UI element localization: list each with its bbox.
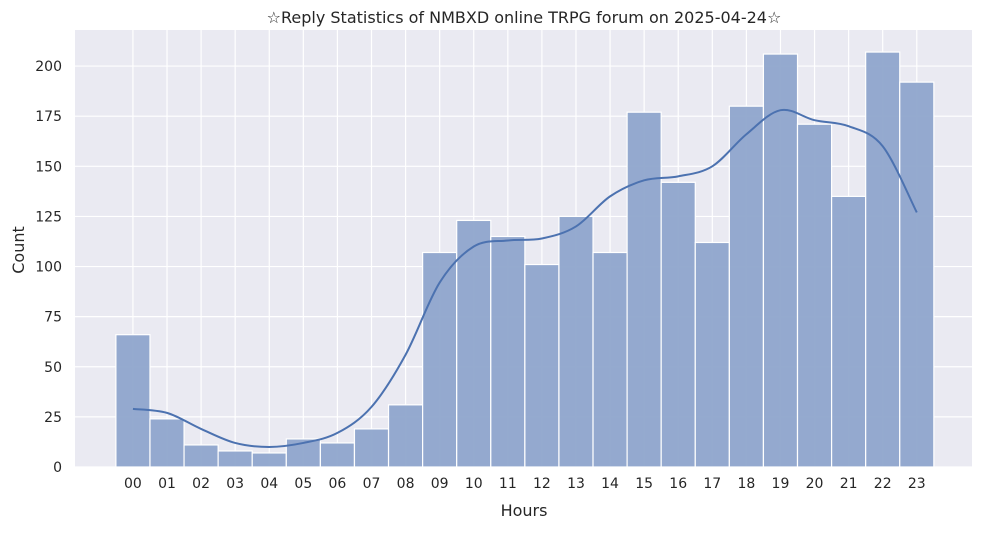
x-tick-label: 23 [908, 476, 926, 492]
x-tick-label: 18 [737, 476, 755, 492]
bars [115, 51, 935, 468]
y-tick-label: 150 [35, 159, 62, 175]
x-axis-label: Hours [501, 501, 548, 520]
x-tick-label: 16 [669, 476, 687, 492]
bar-hour-15 [626, 111, 662, 468]
bar-hour-22 [865, 51, 901, 468]
bar-hour-01 [149, 418, 185, 468]
x-tick-label: 06 [329, 476, 347, 492]
x-tick-label: 01 [158, 476, 176, 492]
x-tick-label: 03 [226, 476, 244, 492]
bar-hour-10 [456, 219, 492, 468]
x-tick-label: 07 [363, 476, 381, 492]
x-tick-label: 19 [772, 476, 790, 492]
y-tick-label: 75 [44, 310, 62, 326]
y-tick-label: 25 [44, 410, 62, 426]
x-tick-label: 20 [806, 476, 824, 492]
x-tick-label: 09 [431, 476, 449, 492]
x-tick-label: 00 [124, 476, 142, 492]
bar-hour-00 [115, 334, 151, 468]
bar-hour-20 [796, 123, 833, 468]
bar-hour-21 [830, 195, 867, 468]
bar-hour-09 [422, 251, 458, 468]
x-tick-label: 04 [260, 476, 278, 492]
bar-hour-06 [319, 442, 356, 468]
x-tick-label: 08 [397, 476, 415, 492]
x-tick-label: 05 [294, 476, 312, 492]
x-tick-label: 14 [601, 476, 619, 492]
y-tick-label: 100 [35, 260, 62, 276]
chart-title: ☆Reply Statistics of NMBXD online TRPG f… [267, 8, 782, 27]
x-tick-label: 22 [874, 476, 892, 492]
x-tick-label: 17 [703, 476, 721, 492]
y-tick-label: 175 [35, 109, 62, 125]
x-tick-labels: 00 01 02 03 04 05 06 07 08 09 10 11 12 13 14 15 16 17 18 19… [124, 476, 926, 492]
bar-hour-12 [524, 263, 560, 468]
bar-hour-11 [490, 235, 526, 468]
x-tick-label: 11 [499, 476, 517, 492]
x-tick-label: 10 [465, 476, 483, 492]
kde-line [132, 108, 918, 448]
x-tick-label: 02 [192, 476, 210, 492]
y-tick-label: 200 [35, 59, 62, 75]
y-tick-label: 125 [35, 209, 62, 225]
y-tick-label: 0 [53, 460, 62, 476]
y-axis-label: Count [9, 226, 28, 274]
bar-hour-18 [728, 105, 765, 468]
bar-hour-07 [353, 428, 390, 468]
x-tick-label: 21 [840, 476, 858, 492]
bar-hour-16 [660, 181, 696, 468]
bar-hour-17 [694, 241, 730, 468]
bar-hour-13 [558, 215, 594, 468]
bar-hour-23 [899, 81, 935, 468]
bar-hour-08 [387, 404, 424, 468]
bar-hour-03 [217, 450, 253, 468]
x-tick-label: 12 [533, 476, 551, 492]
bar-hour-04 [251, 452, 287, 468]
bar-hour-02 [183, 444, 219, 468]
y-tick-label: 50 [44, 360, 62, 376]
bar-hour-14 [592, 251, 628, 468]
x-tick-label: 15 [635, 476, 653, 492]
x-tick-label: 13 [567, 476, 585, 492]
bar-hour-19 [762, 53, 799, 468]
y-tick-labels: 0 25 50 75 100 125 150 175 200 [35, 59, 62, 476]
